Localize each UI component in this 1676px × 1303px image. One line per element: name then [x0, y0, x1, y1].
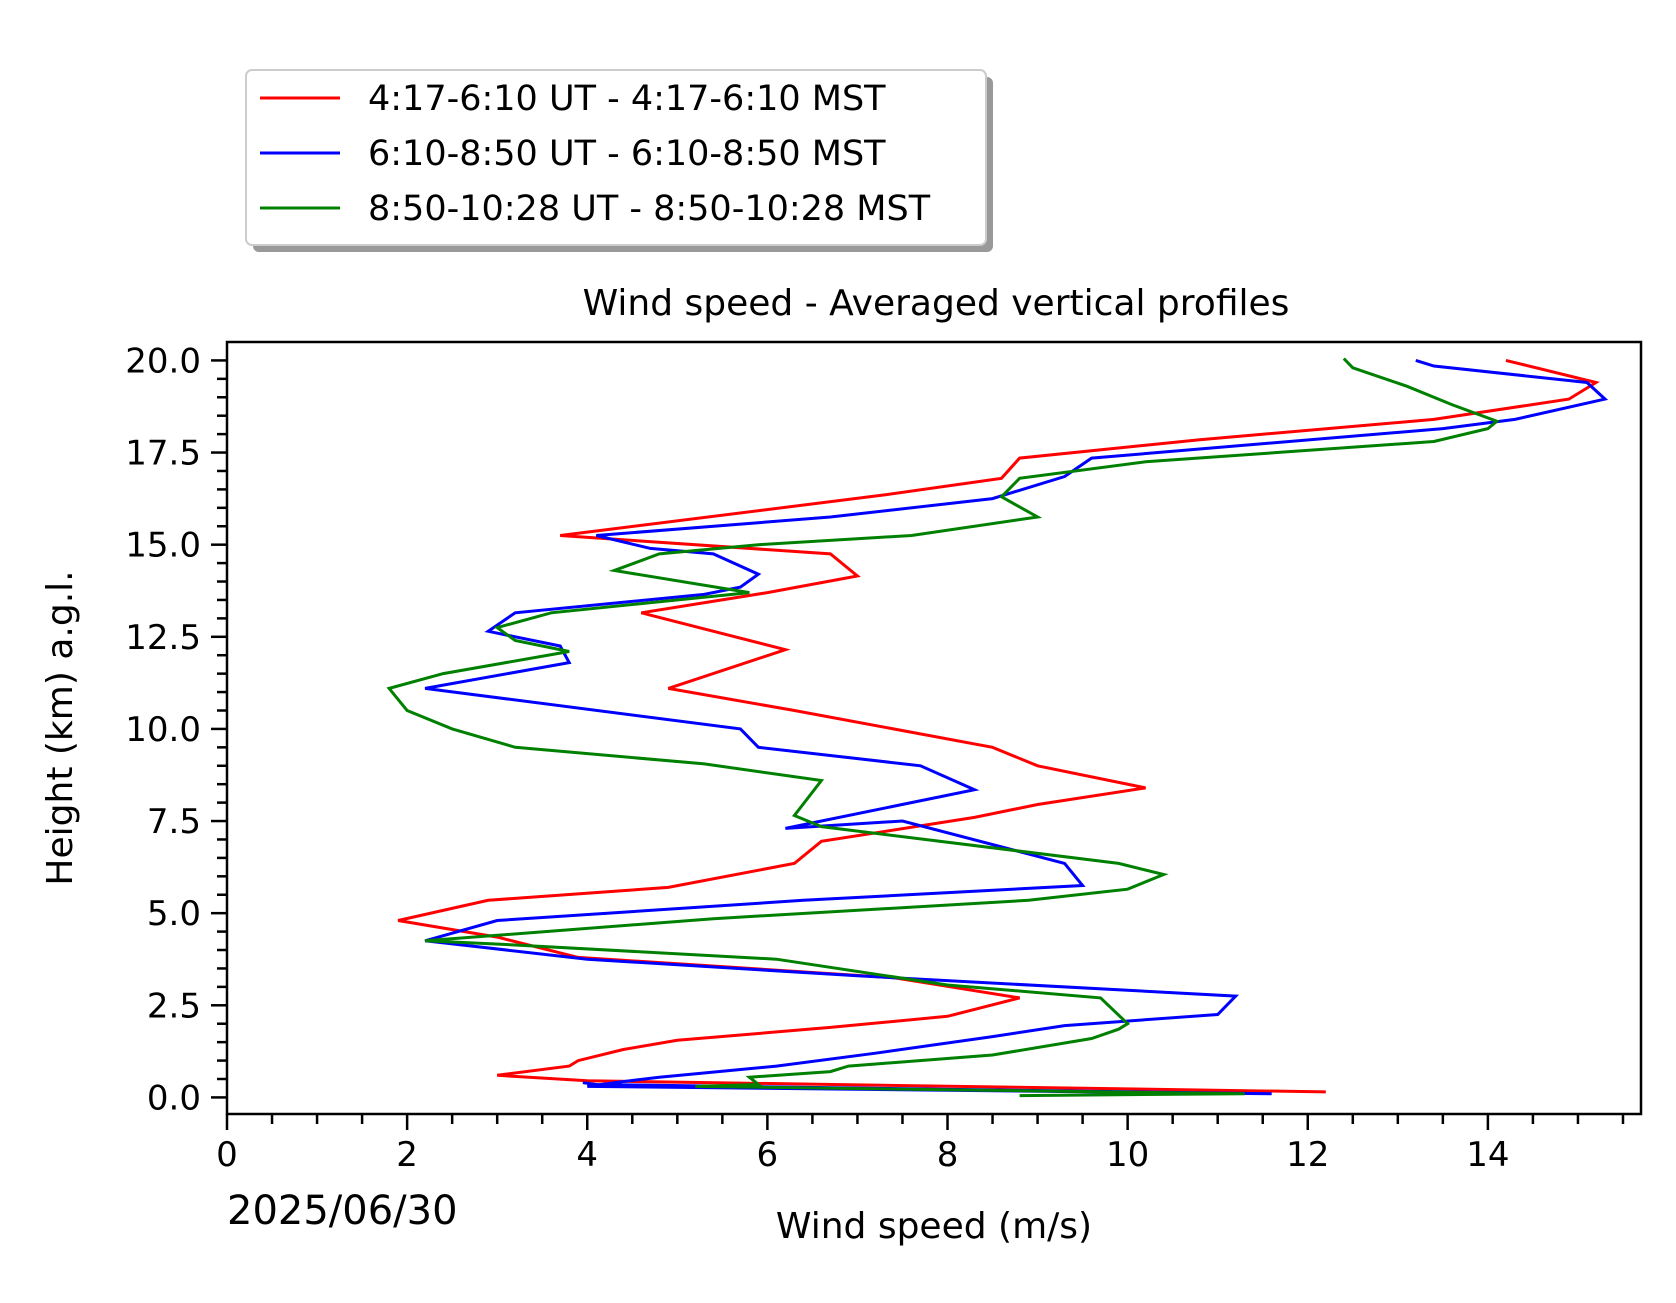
series-line-3: [386, 357, 1500, 1098]
legend-entries: 4:17-6:10 UT - 4:17-6:10 MST 6:10-8:50 UT…: [260, 79, 931, 229]
y-tick-label: 7.5: [147, 802, 201, 842]
y-tick-label: 2.5: [147, 986, 201, 1026]
legend-label: 6:10-8:50 UT - 6:10-8:50 MST: [368, 134, 886, 174]
y-tick-label: 10.0: [125, 710, 201, 750]
series-line-1: [397, 358, 1600, 1094]
y-tick-label: 20.0: [125, 341, 201, 381]
plot-area: [225, 340, 1643, 1116]
x-axis-label: Wind speed (m/s): [776, 1206, 1092, 1247]
chart-title: Wind speed - Averaged vertical profiles: [583, 283, 1290, 324]
y-tick-label: 5.0: [147, 894, 201, 934]
series-line-2: [424, 358, 1609, 1096]
x-axis-ticks: 0 2 4 6 8 10 12 14: [216, 1114, 1625, 1175]
y-axis-label: Height (km) a.g.l.: [40, 570, 81, 885]
x-tick-label: 4: [576, 1135, 598, 1175]
y-tick-label: 17.5: [125, 434, 201, 474]
y-axis-ticks: 0.0 2.5 5.0 7.5 10.0 12.5 15.0 17.5 20.0: [125, 341, 227, 1118]
x-tick-label: 0: [216, 1135, 238, 1175]
x-tick-label: 8: [937, 1135, 959, 1175]
y-tick-label: 12.5: [125, 618, 201, 658]
legend-label: 8:50-10:28 UT - 8:50-10:28 MST: [368, 189, 931, 229]
x-tick-label: 10: [1106, 1135, 1149, 1175]
legend: 4:17-6:10 UT - 4:17-6:10 MST 6:10-8:50 UT…: [245, 69, 993, 252]
date-label: 2025/06/30: [227, 1188, 458, 1234]
y-tick-label: 0.0: [147, 1078, 201, 1118]
y-tick-label: 15.0: [125, 526, 201, 566]
legend-label: 4:17-6:10 UT - 4:17-6:10 MST: [368, 79, 886, 119]
x-tick-label: 2: [396, 1135, 418, 1175]
x-tick-label: 6: [757, 1135, 779, 1175]
series-group: [386, 357, 1609, 1098]
x-tick-label: 12: [1286, 1135, 1329, 1175]
legend-frame: [245, 69, 987, 246]
x-tick-label: 14: [1466, 1135, 1509, 1175]
